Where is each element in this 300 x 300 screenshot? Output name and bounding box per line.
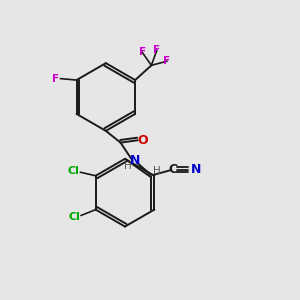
Text: N: N: [191, 163, 201, 176]
Text: Cl: Cl: [68, 166, 80, 176]
Text: Cl: Cl: [68, 212, 80, 222]
Text: F: F: [139, 47, 145, 57]
Text: F: F: [153, 45, 161, 55]
Text: N: N: [130, 154, 140, 167]
Text: H: H: [124, 161, 132, 171]
Text: C: C: [168, 163, 178, 176]
Text: F: F: [164, 56, 171, 66]
Text: H: H: [153, 166, 160, 176]
Text: F: F: [52, 74, 59, 84]
Text: O: O: [137, 134, 148, 147]
